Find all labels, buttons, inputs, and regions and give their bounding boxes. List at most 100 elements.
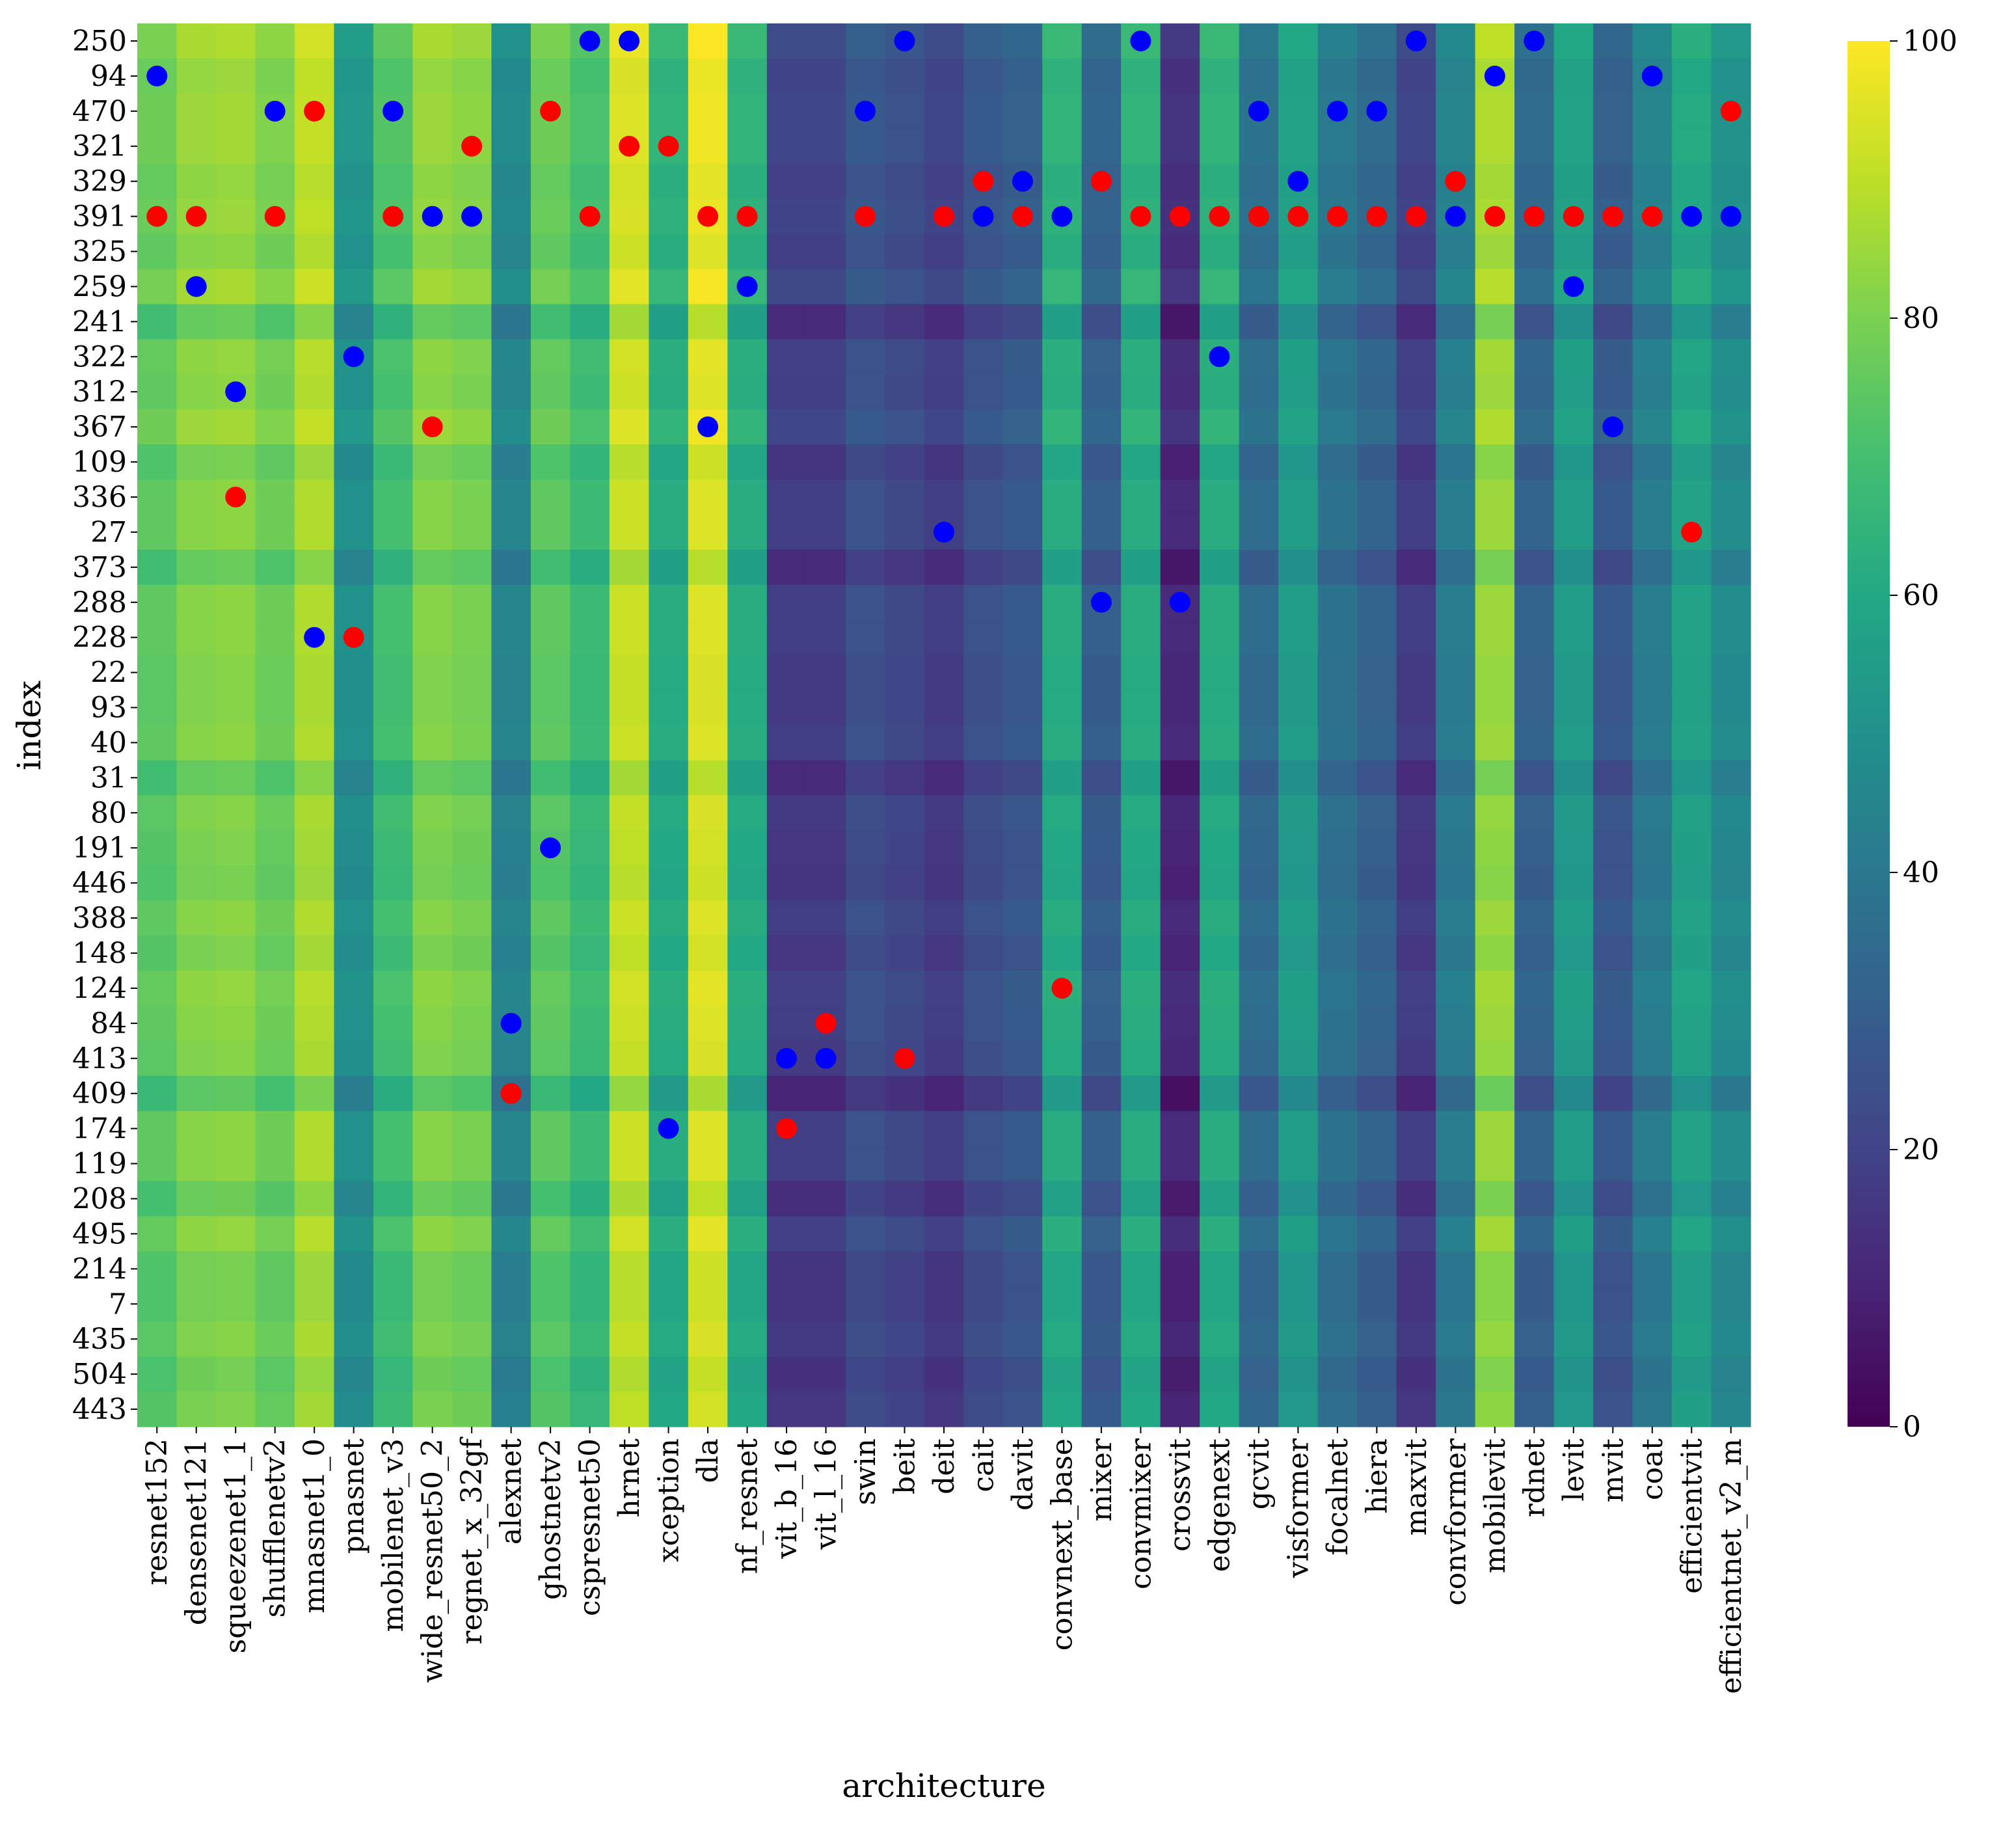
heatmap-cell xyxy=(806,444,846,480)
heatmap-cell xyxy=(1042,1251,1082,1287)
heatmap-cell xyxy=(1553,304,1594,340)
heatmap-cell xyxy=(215,339,256,375)
heatmap-cell xyxy=(1475,128,1515,165)
heatmap-cell xyxy=(412,830,453,866)
heatmap-cell xyxy=(649,725,689,761)
heatmap-cell xyxy=(1160,690,1200,726)
heatmap-cell xyxy=(1200,584,1240,621)
heatmap-cell xyxy=(137,409,178,445)
heatmap-cell xyxy=(766,725,807,761)
heatmap-cell xyxy=(412,163,453,200)
heatmap-cell xyxy=(294,690,335,726)
heatmap-cell xyxy=(334,479,374,515)
heatmap-cell xyxy=(1672,1111,1712,1147)
heatmap-cell xyxy=(924,865,964,901)
heatmap-cell xyxy=(649,865,689,901)
heatmap-cell xyxy=(1632,584,1673,621)
heatmap-cell xyxy=(334,1356,374,1392)
heatmap-cell xyxy=(1081,1251,1122,1287)
heatmap-cell xyxy=(1278,1216,1319,1252)
heatmap-cell xyxy=(806,1216,846,1252)
heatmap-cell xyxy=(1357,304,1397,340)
heatmap-cell xyxy=(963,1216,1004,1252)
markers xyxy=(146,30,1741,1139)
heatmap-cell xyxy=(215,936,256,971)
heatmap-cell xyxy=(924,163,964,200)
heatmap-cell xyxy=(1514,269,1555,304)
red-marker xyxy=(1248,206,1269,227)
heatmap-cell xyxy=(1042,1040,1082,1077)
blue-marker xyxy=(1169,591,1190,613)
heatmap-cell xyxy=(727,654,768,691)
red-marker xyxy=(697,206,719,227)
heatmap-cell xyxy=(1672,1216,1712,1252)
heatmap-cell xyxy=(215,58,256,94)
y-tick-label: 148 xyxy=(72,937,127,970)
heatmap-cell xyxy=(609,1286,649,1322)
heatmap-cell xyxy=(963,654,1004,691)
heatmap-cell xyxy=(373,339,414,375)
heatmap-cell xyxy=(294,1146,335,1182)
heatmap-cell xyxy=(176,479,217,515)
heatmap-cell xyxy=(1042,1216,1082,1252)
heatmap-cell xyxy=(1239,619,1279,656)
heatmap-cell xyxy=(1121,970,1161,1006)
heatmap-cell xyxy=(176,654,217,691)
x-tick-labels: resnet152 densenet121 squeezenet1_1 shuffle… xyxy=(141,1427,1748,1694)
heatmap-cell xyxy=(806,549,846,586)
heatmap-cell xyxy=(1081,1356,1122,1392)
heatmap-cell xyxy=(530,1111,571,1147)
heatmap-cell xyxy=(451,58,492,94)
heatmap-cell xyxy=(294,1392,335,1427)
heatmap-cell xyxy=(491,1216,531,1252)
heatmap-cell xyxy=(255,1005,295,1042)
heatmap-cell xyxy=(649,830,689,866)
heatmap-cell xyxy=(1475,795,1515,831)
heatmap-cell xyxy=(1081,479,1122,515)
blue-marker xyxy=(185,276,207,297)
heatmap-cell xyxy=(294,1005,335,1042)
heatmap-cell xyxy=(530,1181,571,1217)
heatmap-cell xyxy=(215,1146,256,1182)
heatmap-cell xyxy=(373,234,414,270)
heatmap-cell xyxy=(609,865,649,901)
heatmap-cell xyxy=(1160,1111,1200,1147)
heatmap-cell xyxy=(885,830,925,866)
x-axis-label: architecture xyxy=(842,1767,1045,1805)
heatmap-cell xyxy=(1317,1216,1358,1252)
heatmap-cell xyxy=(885,584,925,621)
heatmap-cell xyxy=(255,725,295,761)
heatmap-cell xyxy=(1042,690,1082,726)
heatmap-cell xyxy=(1357,1356,1397,1392)
heatmap-cell xyxy=(1475,409,1515,445)
heatmap-cell xyxy=(1436,1181,1476,1217)
heatmap-cell xyxy=(1042,584,1082,621)
heatmap-cell xyxy=(1200,1251,1240,1287)
blue-marker xyxy=(1209,346,1230,368)
red-marker xyxy=(540,100,561,122)
heatmap-cell xyxy=(609,93,649,129)
heatmap-cell xyxy=(963,1356,1004,1392)
heatmap-cell xyxy=(1436,584,1476,621)
heatmap-cell xyxy=(1553,514,1594,550)
heatmap-cell xyxy=(688,234,728,270)
heatmap-cell xyxy=(649,479,689,515)
heatmap-cell xyxy=(1672,619,1712,656)
heatmap-cell xyxy=(688,1146,728,1182)
heatmap-cell xyxy=(1081,409,1122,445)
heatmap-cell xyxy=(215,619,256,656)
heatmap-cell xyxy=(1278,1075,1319,1112)
heatmap-cell xyxy=(530,1321,571,1357)
heatmap-cell xyxy=(373,58,414,94)
heatmap-cell xyxy=(1711,584,1751,621)
heatmap-cell xyxy=(1317,1251,1358,1287)
heatmap-cell xyxy=(649,234,689,270)
heatmap-cell xyxy=(137,374,178,410)
heatmap-cell xyxy=(688,830,728,866)
heatmap-cell xyxy=(727,795,768,831)
heatmap-cell xyxy=(1278,269,1319,304)
heatmap-cell xyxy=(1396,374,1436,410)
blue-marker xyxy=(1051,206,1073,227)
heatmap-cell xyxy=(1160,830,1200,866)
heatmap-cell xyxy=(766,900,807,936)
